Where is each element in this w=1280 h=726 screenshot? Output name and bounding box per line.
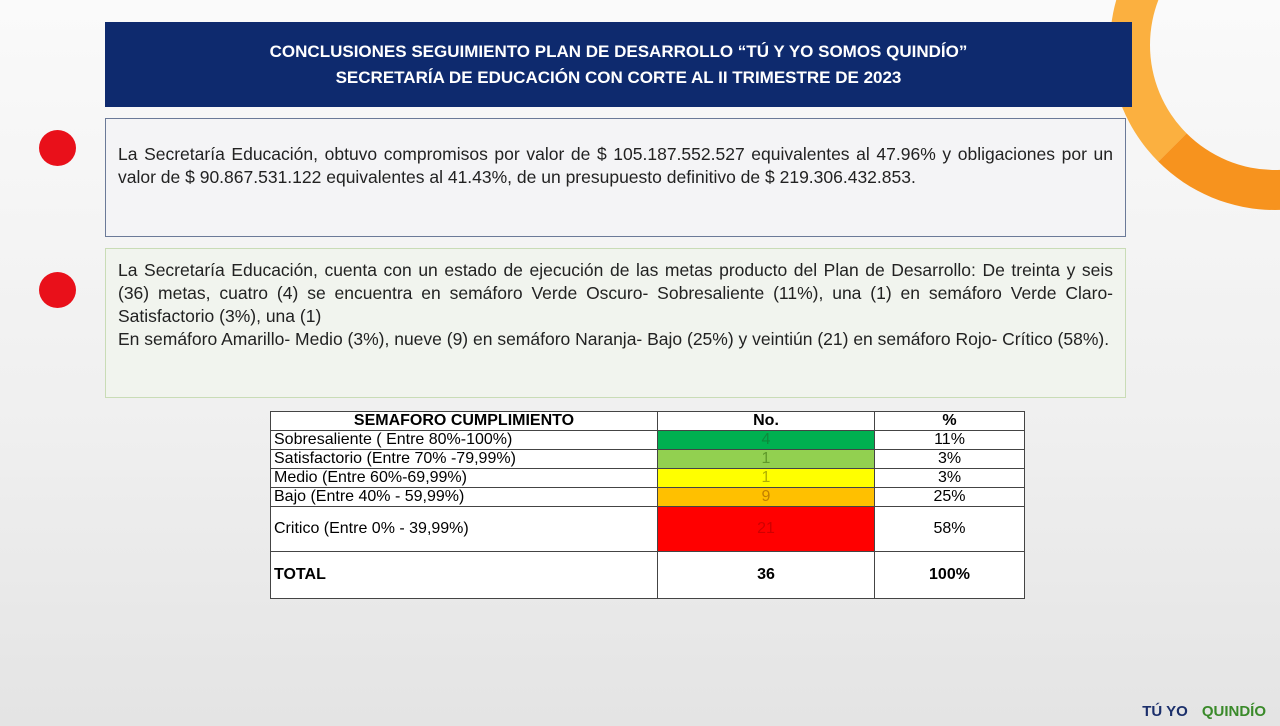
table-row: Bajo (Entre 40% - 59,99%) 9 25%: [270, 487, 1025, 507]
paragraph-box: La Secretaría Educación, obtuvo compromi…: [105, 118, 1126, 237]
table-row: Medio (Entre 60%-69,99%) 1 3%: [270, 468, 1025, 488]
header: CONCLUSIONES SEGUIMIENTO PLAN DE DESARRO…: [105, 22, 1132, 107]
table-cell: 9: [657, 487, 875, 507]
paragraph-box: La Secretaría Educación, cuenta con un e…: [105, 248, 1126, 398]
bullet: [39, 130, 76, 166]
logo: QUINDÍO: [1201, 703, 1266, 720]
title-line: CONCLUSIONES SEGUIMIENTO PLAN DE DESARRO…: [269, 41, 968, 61]
logo: TÚ YO: [1142, 703, 1188, 720]
table: SEMAFORO CUMPLIMIENTO No. % Sobresalient…: [270, 411, 1025, 599]
table-cell: Critico (Entre 0% - 39,99%): [270, 506, 658, 552]
table-cell: Medio (Entre 60%-69,99%): [270, 468, 658, 488]
header-cell: %: [874, 411, 1025, 431]
header-row: SEMAFORO CUMPLIMIENTO No. %: [270, 411, 1025, 431]
table-cell: 4: [657, 430, 875, 450]
paragraph: En semáforo Amarillo- Medio (3%), nueve …: [118, 329, 1110, 349]
table-cell: 21: [657, 506, 875, 552]
title-line: SECRETARÍA DE EDUCACIÓN CON CORTE AL II …: [335, 67, 902, 87]
logos: TÚ YO QUINDÍO: [1142, 703, 1266, 720]
table-cell: TOTAL: [270, 551, 658, 599]
table-row: Satisfactorio (Entre 70% -79,99%) 1 3%: [270, 449, 1025, 469]
paragraph: La Secretaría Educación, obtuvo compromi…: [118, 144, 1113, 187]
table-cell: 25%: [874, 487, 1025, 507]
table-cell: 36: [657, 551, 875, 599]
decor-arc: [1110, 0, 1280, 210]
header-cell: SEMAFORO CUMPLIMIENTO: [270, 411, 658, 431]
table-cell: 58%: [874, 506, 1025, 552]
header-cell: No.: [657, 411, 875, 431]
table-cell: 11%: [874, 430, 1025, 450]
table-cell: Sobresaliente ( Entre 80%-100%): [270, 430, 658, 450]
table-cell: 3%: [874, 468, 1025, 488]
total-row: TOTAL 36 100%: [270, 551, 1025, 599]
table-cell: 1: [657, 449, 875, 469]
paragraph: La Secretaría Educación, cuenta con un e…: [118, 260, 1113, 326]
table-cell: 100%: [874, 551, 1025, 599]
table-row: Sobresaliente ( Entre 80%-100%) 4 11%: [270, 430, 1025, 450]
table-row: Critico (Entre 0% - 39,99%) 21 58%: [270, 506, 1025, 552]
table-cell: Bajo (Entre 40% - 59,99%): [270, 487, 658, 507]
table-cell: 1: [657, 468, 875, 488]
table-cell: 3%: [874, 449, 1025, 469]
bullet: [39, 272, 76, 308]
table-cell: Satisfactorio (Entre 70% -79,99%): [270, 449, 658, 469]
